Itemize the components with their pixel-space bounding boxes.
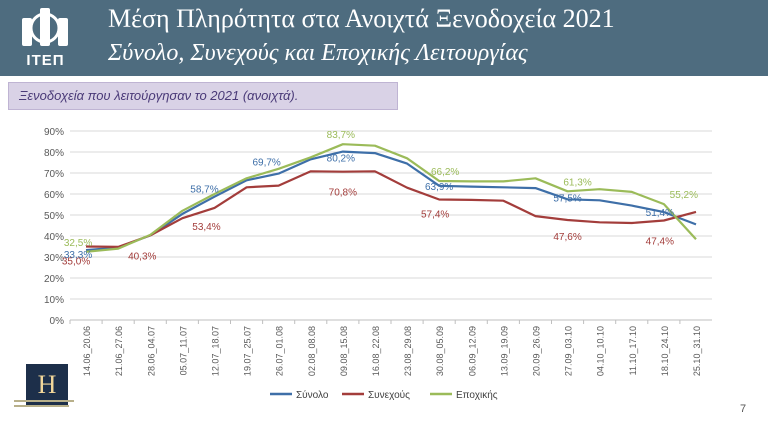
chart-caption: Ξενοδοχεία που λειτούργησαν το 2021 (ανο… — [19, 88, 299, 103]
x-tick-label: 11.10_17.10 — [628, 326, 638, 375]
x-tick-label: 19.07_25.07 — [243, 326, 253, 376]
title-bar — [91, 0, 768, 76]
x-tick-label: 18.10_24.10 — [660, 326, 670, 376]
y-tick-label: 70% — [44, 169, 64, 180]
series-line-2 — [85, 170, 697, 248]
data-label: 53,4% — [192, 222, 220, 233]
data-label: 83,7% — [327, 130, 355, 141]
x-tick-label: 28.06_04.07 — [146, 326, 156, 376]
x-tick-label: 25.10_31.10 — [692, 326, 702, 376]
data-label: 57,4% — [421, 209, 449, 220]
x-tick-label: 30.08_05.09 — [435, 326, 445, 376]
data-label: 80,2% — [327, 154, 355, 165]
data-label: 69,7% — [252, 158, 280, 169]
data-label: 51,4% — [646, 208, 674, 219]
data-label: 33,3% — [64, 250, 92, 261]
x-tick-label: 14.06_20.06 — [82, 326, 92, 376]
series-line-3 — [85, 143, 697, 253]
data-label: 57,5% — [553, 193, 581, 204]
x-tick-label: 27.09_03.10 — [564, 326, 574, 376]
x-tick-label: 06.09_12.09 — [467, 326, 477, 376]
x-tick-label: 04.10_10.10 — [596, 326, 606, 376]
x-tick-label: 16.08_22.08 — [371, 326, 381, 376]
brand-caption-icon — [14, 400, 74, 407]
page-title: Μέση Πληρότητα στα Ανοιχτά Ξενοδοχεία 20… — [108, 4, 615, 33]
data-label: 32,5% — [64, 238, 92, 249]
series-line-1 — [85, 150, 697, 252]
data-label: 66,2% — [431, 167, 459, 178]
data-label: 55,2% — [670, 190, 698, 201]
chart-caption-box: Ξενοδοχεία που λειτούργησαν το 2021 (ανο… — [8, 82, 398, 110]
y-tick-label: 80% — [44, 148, 64, 159]
header: ΙΤΕΠ Μέση Πληρότητα στα Ανοιχτά Ξενοδοχε… — [0, 0, 768, 76]
logo: ΙΤΕΠ — [0, 0, 91, 76]
brand-logo: H — [26, 364, 68, 406]
x-tick-label: 13.09_19.09 — [499, 326, 509, 376]
y-tick-label: 50% — [44, 211, 64, 222]
x-tick-label: 02.08_08.08 — [307, 326, 317, 376]
x-tick-label: 12.07_18.07 — [210, 326, 220, 376]
legend-label: Σύνολο — [296, 389, 329, 401]
legend-label: Συνεχούς — [368, 389, 410, 401]
data-label: 61,3% — [563, 177, 591, 188]
logo-icon — [22, 8, 68, 46]
y-tick-label: 30% — [44, 253, 64, 264]
x-tick-label: 26.07_01.08 — [275, 326, 285, 376]
y-tick-label: 10% — [44, 295, 64, 306]
page-number: 7 — [740, 403, 747, 415]
x-tick-label: 09.08_15.08 — [339, 326, 349, 376]
legend-label: Εποχικής — [456, 389, 498, 401]
data-label: 70,8% — [329, 188, 357, 199]
x-tick-label: 23.08_29.08 — [403, 326, 413, 376]
y-tick-label: 90% — [44, 127, 64, 138]
logo-text: ΙΤΕΠ — [26, 52, 65, 69]
y-tick-label: 60% — [44, 190, 64, 201]
x-tick-label: 20.09_26.09 — [531, 326, 541, 376]
data-label: 40,3% — [128, 251, 156, 262]
y-tick-label: 0% — [50, 316, 65, 327]
page-subtitle: Σύνολο, Συνεχούς και Εποχικής Λειτουργία… — [108, 40, 528, 66]
x-tick-label: 05.07_11.07 — [178, 326, 188, 375]
y-tick-label: 20% — [44, 274, 64, 285]
data-label: 47,4% — [646, 236, 674, 247]
brand-h-icon: H — [37, 370, 57, 399]
data-label: 58,7% — [190, 185, 218, 196]
data-label: 35,0% — [62, 257, 90, 268]
y-tick-label: 40% — [44, 232, 64, 243]
data-label: 47,6% — [553, 232, 581, 243]
data-label: 63,9% — [425, 182, 453, 193]
x-tick-label: 21.06_27.06 — [114, 326, 124, 376]
